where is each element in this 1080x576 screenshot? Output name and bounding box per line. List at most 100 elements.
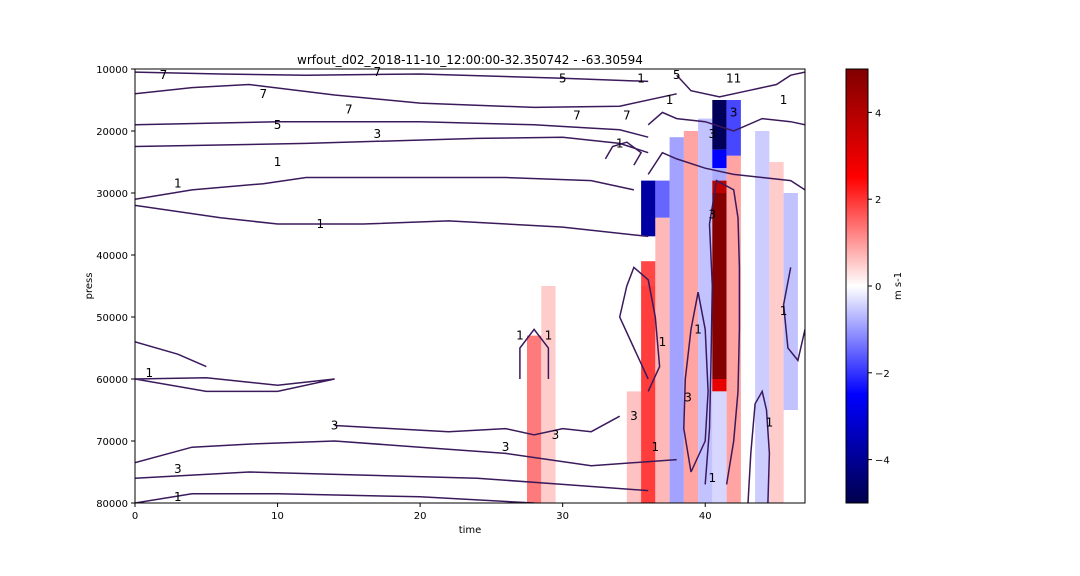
contour-label: 3 (684, 391, 692, 405)
y-tick-label: 30000 (96, 189, 128, 200)
colorbar (845, 68, 869, 504)
y-tick-label: 10000 (96, 65, 128, 76)
colorbar-tick-label: 4 (875, 108, 881, 119)
colorbar-label: m s-1 (893, 272, 904, 300)
heatmap-cell (712, 100, 727, 150)
heatmap-cell (783, 193, 798, 410)
contour-line (647, 151, 805, 191)
heatmap-cells (527, 100, 798, 503)
x-tick-label: 40 (699, 511, 712, 522)
contour-label: 1 (174, 177, 182, 191)
chart-title: wrfout_d02_2018-11-10_12:00:00-32.350742… (297, 53, 643, 67)
contour-label: 3 (552, 428, 560, 442)
contour-label: 7 (623, 109, 631, 123)
contour-label: 1 (174, 490, 182, 504)
contour-line (135, 204, 649, 238)
contour-line (683, 292, 709, 473)
contour-label: 1 (708, 471, 716, 485)
contour-line (747, 389, 771, 503)
heatmap-cell (641, 236, 656, 262)
y-tick-label: 40000 (96, 251, 128, 262)
contour-label: 1 (694, 322, 702, 336)
heatmap-cell (726, 155, 741, 503)
contour-label: 11 (726, 71, 741, 85)
colorbar-tick-label: −4 (875, 456, 890, 467)
contour-line (782, 267, 805, 363)
contour-label: 1 (651, 440, 659, 454)
contour-label: 7 (160, 68, 168, 82)
heatmap-cell (712, 149, 727, 169)
colorbar-ticks: −4 −2 0 2 4 (868, 108, 890, 467)
x-tick-label: 10 (271, 511, 284, 522)
y-axis-ticks: 10000 20000 30000 40000 50000 60000 70000 80000 (96, 65, 135, 510)
y-tick-label: 50000 (96, 313, 128, 324)
contour-line (135, 176, 635, 200)
heatmap-cell (541, 286, 556, 503)
contour-label: 3 (373, 127, 381, 141)
contour-label: 7 (345, 102, 353, 116)
contour-label: 5 (274, 118, 282, 132)
contour-line (135, 471, 649, 492)
contour-label: 3 (174, 462, 182, 476)
x-tick-label: 20 (414, 511, 427, 522)
x-tick-label: 30 (556, 511, 569, 522)
heatmap-cell (755, 131, 770, 503)
contour-label: 3 (730, 105, 738, 119)
colorbar-tick-label: 2 (875, 195, 881, 206)
heatmap-cell (641, 286, 656, 503)
contour-line (135, 136, 649, 154)
contour-label: 1 (545, 329, 553, 343)
colorbar-tick-label: 0 (875, 282, 881, 293)
heatmap-cell (726, 100, 741, 156)
heatmap-cell (527, 335, 542, 503)
contour-line (334, 415, 621, 436)
contour-line (135, 341, 207, 368)
contour-line (676, 71, 805, 98)
contour-label: 3 (708, 208, 716, 222)
heatmap-cell (641, 261, 656, 286)
contour-label: 1 (659, 335, 667, 349)
contour-line (519, 328, 550, 379)
heatmap-cell (655, 217, 670, 503)
contour-label: 1 (616, 136, 624, 150)
contour-line (135, 492, 535, 503)
y-tick-label: 80000 (96, 499, 128, 510)
heatmap-cell (641, 180, 656, 237)
contour-line (135, 377, 335, 393)
heatmap-cell (626, 391, 642, 503)
contour-label: 1 (637, 71, 645, 85)
contour-label: 5 (673, 68, 681, 82)
contour-label: 1 (780, 93, 788, 107)
contour-label: 1 (666, 93, 674, 107)
contour-line (135, 83, 677, 109)
y-tick-label: 60000 (96, 375, 128, 386)
contour-label: 7 (573, 109, 581, 123)
contour-label: 3 (630, 409, 638, 423)
contour-label: 3 (331, 419, 339, 433)
contour-lines (135, 71, 805, 503)
y-tick-label: 70000 (96, 437, 128, 448)
contour-label: 1 (274, 155, 282, 169)
contour-label: 1 (145, 366, 153, 380)
x-tick-label: 0 (132, 511, 138, 522)
contour-line (135, 71, 649, 83)
heatmap-cell (769, 162, 784, 503)
plot-frame (134, 68, 806, 504)
contour-label: 3 (708, 127, 716, 141)
colorbar-tick-label: −2 (875, 369, 890, 380)
x-axis-ticks: 0 10 20 30 40 (132, 503, 712, 522)
contour-line (135, 120, 649, 138)
heatmap-cell (712, 193, 727, 379)
heatmap-cell (683, 131, 699, 503)
contour-label: 7 (373, 65, 381, 79)
contour-label: 1 (516, 329, 524, 343)
x-axis-label: time (459, 525, 482, 536)
contour-line (704, 179, 741, 485)
contour-label: 5 (559, 71, 567, 85)
heatmap-cell (698, 118, 713, 503)
heatmap-cell (669, 137, 684, 503)
contour-line (647, 111, 805, 132)
contour-line (135, 440, 677, 467)
